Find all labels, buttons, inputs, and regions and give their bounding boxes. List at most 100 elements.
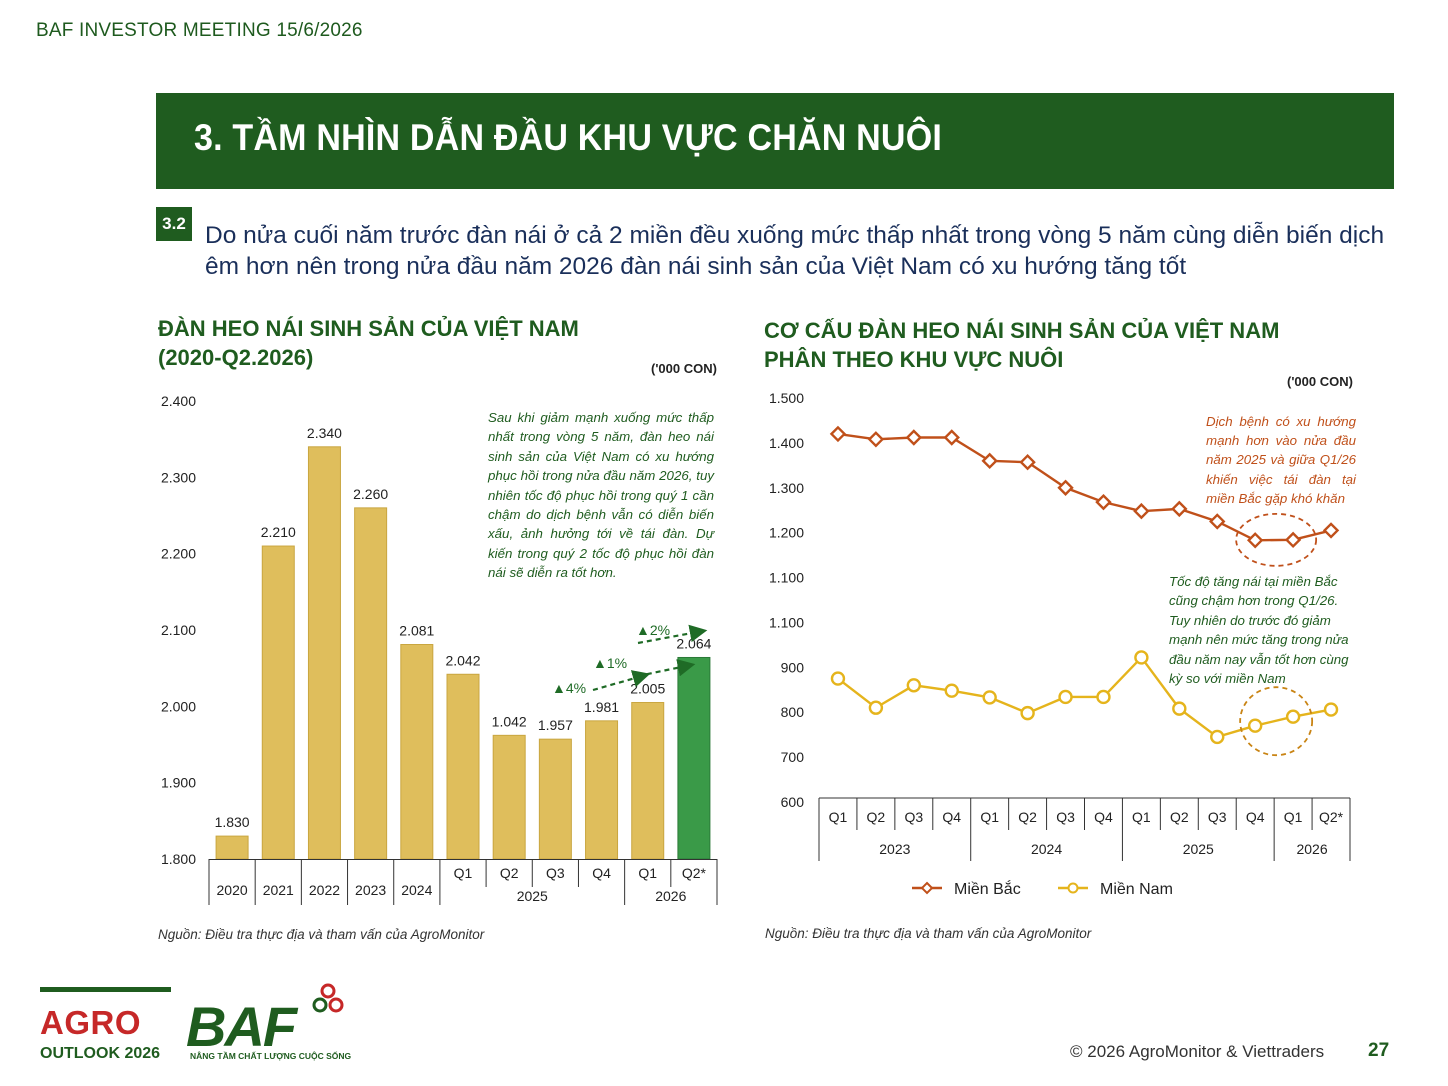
bar-chart: 1.800 1.900 2.000 2.100 2.200 2.300 2.400 1.830… [161, 393, 718, 905]
y-tick-label: 1.300 [769, 480, 804, 496]
data-label: 2.081 [399, 623, 434, 639]
data-point [829, 425, 847, 443]
data-point [1096, 689, 1111, 705]
bar-chart-source: Nguồn: Điều tra thực địa và tham vấn của… [158, 927, 485, 942]
section-number-badge: 3.2 [156, 207, 192, 241]
x-group-label: 2026 [1296, 841, 1327, 857]
data-point [1134, 650, 1149, 665]
x-tick-label: 2023 [355, 882, 386, 898]
x-tick-label: Q4 [942, 809, 961, 825]
baf-logo-text: BAF [186, 995, 297, 1058]
y-tick-label: 1.500 [769, 390, 804, 406]
x-tick-label: Q4 [1094, 809, 1113, 825]
x-tick-label: Q1 [1284, 809, 1303, 825]
data-label: 2.210 [261, 524, 296, 540]
x-tick-label: 2020 [217, 882, 248, 898]
y-tick-label: 600 [781, 794, 805, 810]
line-chart-source: Nguồn: Điều tra thực địa và tham vấn của… [765, 926, 1092, 941]
x-tick-label: Q3 [546, 865, 565, 881]
data-point [906, 678, 922, 693]
growth-label: ▲4% [552, 680, 586, 696]
bar-chart-unit: ('000 CON) [651, 361, 717, 376]
data-point [867, 431, 885, 448]
copyright: © 2026 AgroMonitor & Viettraders [1070, 1042, 1325, 1061]
data-point [1284, 531, 1302, 549]
data-point [1057, 479, 1074, 496]
baf-logo-icon [312, 983, 344, 1013]
data-point [1133, 502, 1150, 520]
bar [677, 656, 711, 860]
bar [307, 446, 341, 860]
x-tick-label: Q2 [867, 809, 886, 825]
x-tick-label: Q3 [904, 809, 923, 825]
line-chart-annotation-south: Tốc độ tăng nái tại miền Bắc cũng chậm h… [1169, 574, 1349, 687]
y-tick-label: 2.300 [161, 469, 196, 485]
y-tick-label: 800 [781, 704, 805, 720]
data-point [1020, 705, 1035, 721]
highlight-circle-south [1239, 686, 1314, 757]
x-tick-label: Q2* [682, 865, 707, 881]
legend-label: Miền Nam [1100, 881, 1173, 898]
y-tick-label: 2.000 [161, 698, 196, 714]
legend-swatch-marker [920, 881, 934, 895]
section-banner: 3. TẦM NHÌN DẪN ĐẦU KHU VỰC CHĂN NUÔI [156, 93, 1394, 189]
x-tick-label: Q1 [829, 809, 848, 825]
bar [538, 738, 572, 860]
x-tick-label: Q1 [454, 865, 473, 881]
legend-swatch-marker [1067, 882, 1079, 894]
data-point [1172, 701, 1187, 716]
x-group-label: 2025 [517, 888, 548, 904]
data-label: 2.005 [630, 681, 665, 697]
growth-arrow [592, 670, 651, 692]
data-label: 1.042 [492, 713, 527, 729]
data-point [943, 429, 960, 446]
y-tick-label: 2.200 [161, 546, 196, 562]
data-point [1095, 493, 1112, 511]
x-group-label: 2024 [1031, 841, 1062, 857]
bar-chart-annotation: Sau khi giảm mạnh xuống mức thấp nhất tr… [488, 410, 714, 581]
y-tick-label: 1.900 [161, 775, 196, 791]
x-group-label: 2023 [879, 841, 910, 857]
x-group-label: 2026 [655, 888, 686, 904]
growth-arrow [637, 624, 708, 645]
x-tick-label: Q1 [638, 865, 657, 881]
data-point [982, 690, 997, 705]
section-title: 3. TẦM NHÌN DẪN ĐẦU KHU VỰC CHĂN NUÔI [194, 117, 943, 158]
agro-logo-bar [40, 987, 171, 992]
bar [261, 545, 295, 860]
y-tick-label: 900 [781, 659, 805, 675]
data-point [1171, 500, 1188, 518]
agro-logo-year: OUTLOOK 2026 [40, 1045, 161, 1062]
line-chart-unit: ('000 CON) [1287, 374, 1353, 389]
data-label: 2.064 [676, 635, 711, 651]
line-chart-annotation-north: Dịch bệnh có xu hướng mạnh hơn vào nửa đ… [1206, 414, 1356, 506]
line-chart: 600 700 800 900 1.100 1.100 1.200 1.300 1.400 1.5… [769, 390, 1351, 898]
data-point [830, 671, 846, 686]
data-label: 2.042 [445, 652, 480, 668]
x-tick-label: Q3 [1208, 809, 1227, 825]
baf-tagline: NÂNG TẦM CHẤT LƯỢNG CUỘC SỐNG [190, 1051, 352, 1061]
x-tick-label: 2024 [401, 882, 432, 898]
section-subtitle: Do nửa cuối năm trước đàn nái ở cả 2 miề… [205, 222, 1385, 280]
data-point [981, 452, 998, 470]
y-tick-label: 700 [781, 749, 805, 765]
x-tick-label: Q3 [1056, 809, 1075, 825]
bar-chart-title: ĐÀN HEO NÁI SINH SẢN CỦA VIỆT NAM (2020-… [158, 316, 579, 370]
x-tick-label: Q4 [592, 865, 611, 881]
data-point [1322, 522, 1340, 539]
data-point [1323, 702, 1339, 717]
bar [631, 702, 665, 860]
data-point [1058, 689, 1073, 705]
growth-arrow [637, 659, 696, 678]
data-point [868, 700, 884, 715]
x-tick-label: Q1 [980, 809, 999, 825]
y-tick-label: 1.800 [161, 851, 196, 867]
data-label: 2.340 [307, 425, 342, 441]
bar [585, 720, 619, 860]
bar [446, 673, 480, 860]
meeting-title: BAF INVESTOR MEETING 15/6/2026 [36, 20, 363, 41]
bar [215, 835, 249, 860]
data-label: 2.260 [353, 486, 388, 502]
x-tick-label: Q2 [1170, 809, 1189, 825]
x-tick-label: 2021 [263, 882, 294, 898]
